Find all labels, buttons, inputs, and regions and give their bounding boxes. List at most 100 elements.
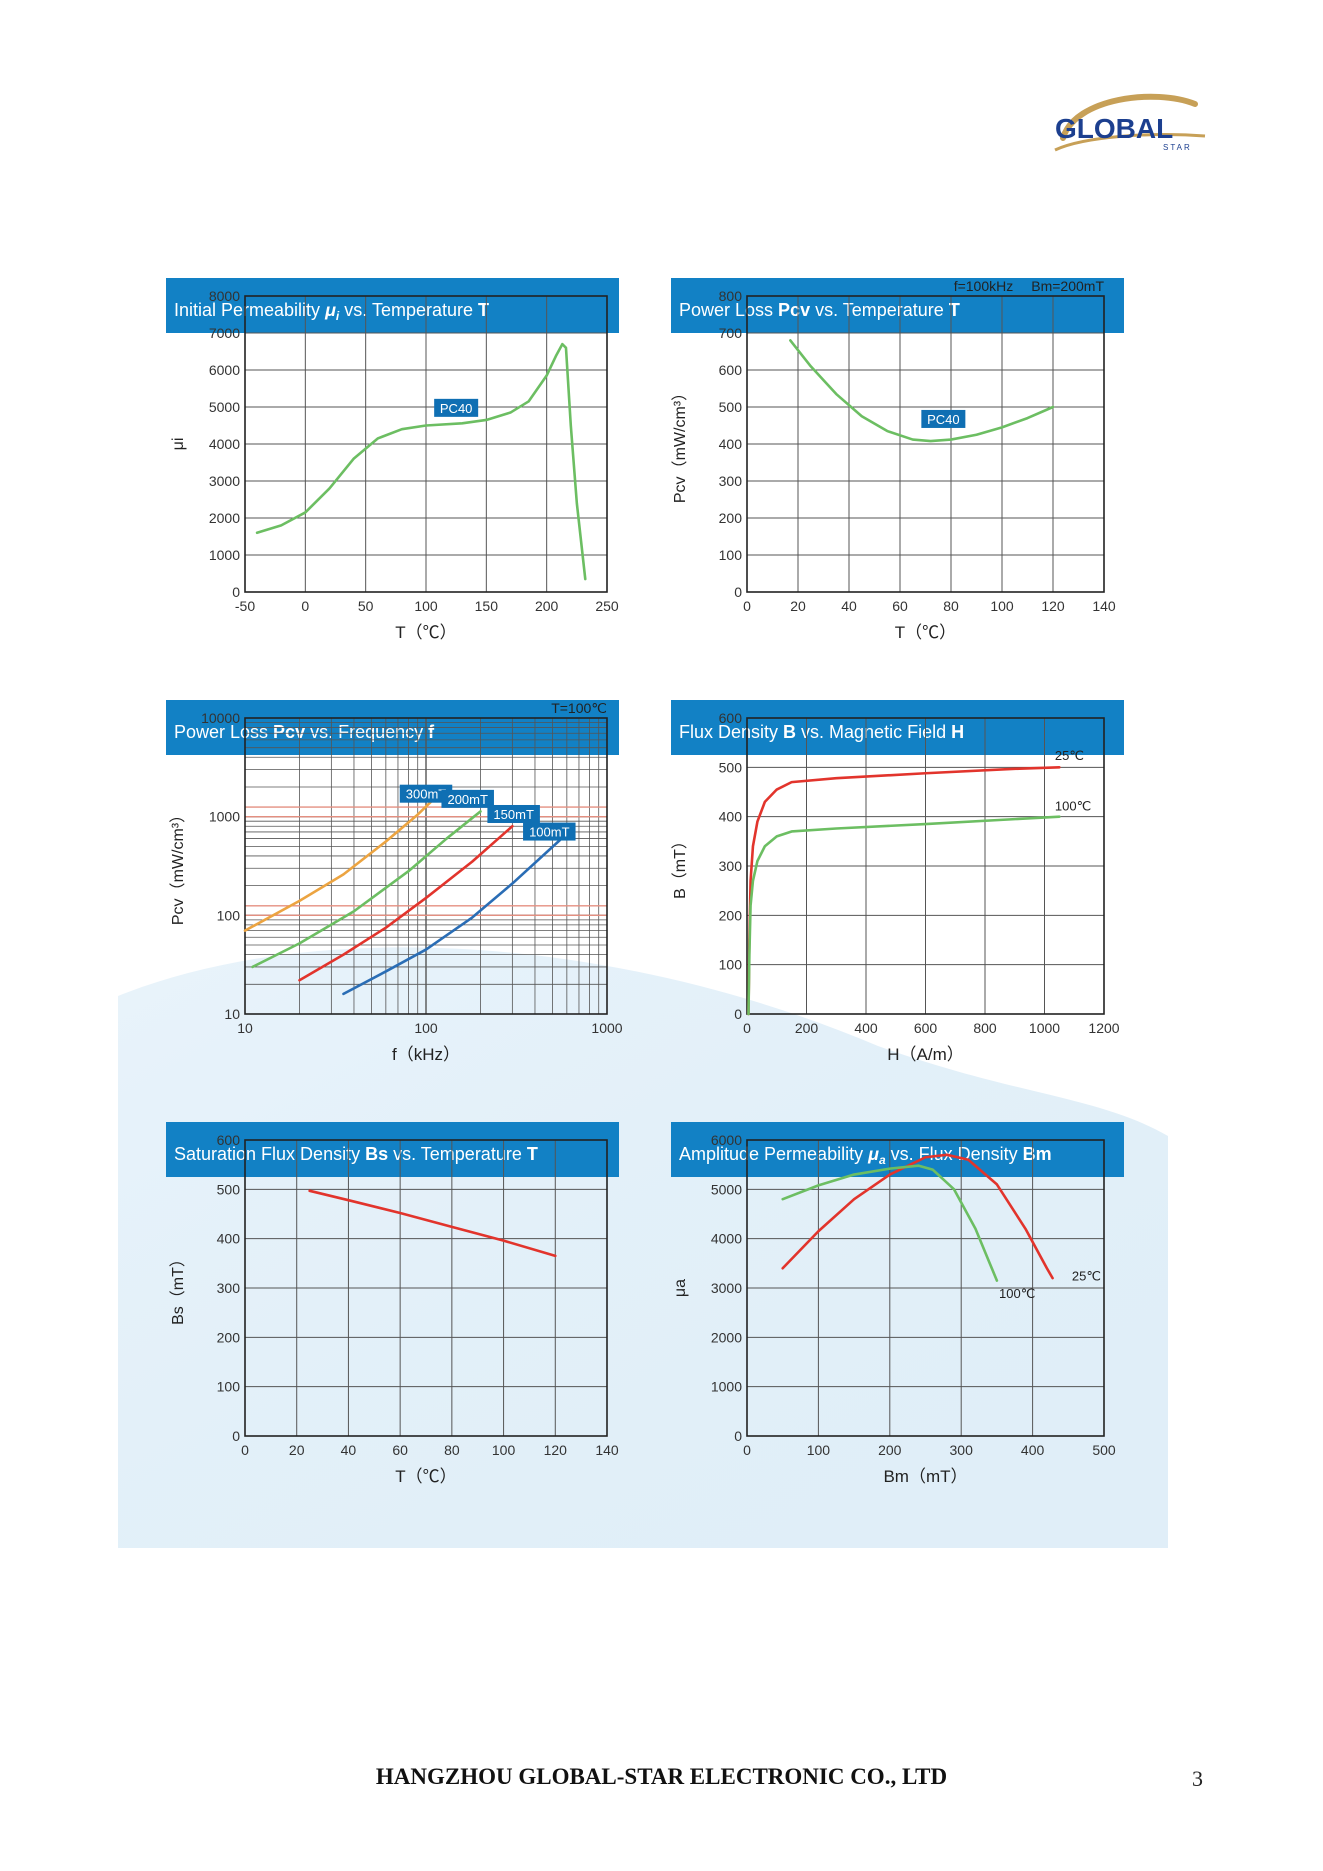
chart-mu-vs-T: Initial Permeability μi vs. Temperature … [166, 278, 619, 642]
x-axis-label: H（A/m） [887, 1045, 964, 1064]
x-axis-label: T（℃） [395, 623, 456, 642]
logo-wordmark: GLOBAL [1055, 113, 1173, 144]
x-tick-label: 400 [1021, 1442, 1045, 1458]
y-tick-label: 3000 [711, 1280, 742, 1296]
y-tick-label: 8000 [209, 288, 240, 304]
title-part: Pcv [778, 300, 810, 320]
y-tick-label: 10000 [201, 710, 240, 726]
condition-text: T=100℃ [551, 700, 607, 716]
annotation-text: PC40 [440, 401, 473, 416]
y-tick-label: 200 [217, 1329, 241, 1345]
title-part: Flux Density [679, 722, 783, 742]
y-tick-label: 4000 [711, 1231, 742, 1247]
characteristics-sheet: Initial Permeability μi vs. Temperature … [118, 236, 1168, 1548]
y-tick-label: 600 [217, 1132, 241, 1148]
title-part: T [949, 300, 960, 320]
y-tick-label: 600 [719, 362, 743, 378]
plot-frame [244, 1139, 608, 1437]
annotation-text: 100mT [529, 825, 570, 840]
y-axis-label: Pcv（mW/cm³） [169, 807, 187, 925]
x-tick-label: 1000 [591, 1020, 622, 1036]
annotation-badge [921, 409, 966, 428]
x-tick-label: 140 [595, 1442, 619, 1458]
chart-header-bar [166, 1122, 619, 1177]
title-part: T [527, 1144, 538, 1164]
title-part: f [428, 722, 435, 742]
y-tick-label: 100 [719, 547, 743, 563]
x-tick-label: 200 [795, 1020, 819, 1036]
annotation-text: 25℃ [1072, 1269, 1101, 1284]
title-part: H [951, 722, 964, 742]
x-tick-label: 80 [943, 598, 959, 614]
x-tick-label: 150 [475, 598, 499, 614]
x-tick-label: 100 [492, 1442, 516, 1458]
series-line-200mT [251, 810, 482, 969]
x-tick-label: 100 [807, 1442, 831, 1458]
title-part: vs. Temperature [810, 300, 949, 320]
series-line-100℃ [781, 1164, 999, 1282]
y-tick-label: 1000 [209, 547, 240, 563]
y-tick-label: 1000 [711, 1379, 742, 1395]
annotation-text: 150mT [493, 807, 534, 822]
title-part: a [879, 1153, 886, 1167]
condition-text: Bm=200mT [1031, 278, 1104, 294]
y-tick-label: 300 [719, 858, 743, 874]
chart-grid [245, 718, 607, 1014]
x-tick-label: 0 [301, 598, 309, 614]
x-tick-label: 100 [990, 598, 1014, 614]
x-tick-label: 300 [950, 1442, 974, 1458]
y-tick-label: 700 [719, 325, 743, 341]
annotation-text: 200mT [447, 792, 488, 807]
x-tick-label: 1200 [1088, 1020, 1119, 1036]
chart-Bs-vs-T: Saturation Flux Density Bs vs. Temperatu… [166, 1122, 619, 1486]
y-tick-label: 2000 [711, 1329, 742, 1345]
background-swoosh [118, 947, 1168, 1548]
title-part: Pcv [273, 722, 305, 742]
plot-frame [746, 1139, 1105, 1437]
y-tick-label: 4000 [209, 436, 240, 452]
x-tick-label: 40 [341, 1442, 357, 1458]
y-tick-label: 200 [719, 907, 743, 923]
y-tick-label: 5000 [209, 399, 240, 415]
page-number: 3 [1192, 1766, 1203, 1791]
x-tick-label: 40 [841, 598, 857, 614]
y-tick-label: 0 [734, 584, 742, 600]
x-tick-label: 50 [358, 598, 374, 614]
condition-text: f=100kHz [954, 278, 1014, 294]
series-line-300mT [243, 797, 435, 932]
x-axis-label: f（kHz） [392, 1045, 460, 1064]
series-line [255, 342, 587, 581]
x-tick-label: 60 [392, 1442, 408, 1458]
x-tick-label: 120 [1041, 598, 1065, 614]
x-tick-label: 500 [1092, 1442, 1116, 1458]
x-tick-label: 0 [241, 1442, 249, 1458]
title-part: Initial Permeability [174, 300, 325, 320]
title-part: vs. Flux Density [886, 1144, 1023, 1164]
y-tick-label: 6000 [711, 1132, 742, 1148]
y-tick-label: 200 [719, 510, 743, 526]
x-tick-label: 100 [414, 1020, 438, 1036]
y-tick-label: 0 [232, 1428, 240, 1444]
x-tick-label: 1000 [1029, 1020, 1060, 1036]
y-tick-label: 3000 [209, 473, 240, 489]
title-part: vs. Magnetic Field [796, 722, 951, 742]
x-axis-label: T（℃） [895, 623, 956, 642]
chart-mua-vs-Bm: Amplitude Permeability μa vs. Flux Densi… [671, 1122, 1124, 1486]
y-tick-label: 400 [719, 436, 743, 452]
y-tick-label: 100 [719, 957, 743, 973]
annotation-text: 25℃ [1055, 748, 1084, 763]
y-tick-label: 300 [217, 1280, 241, 1296]
y-tick-label: 400 [719, 809, 743, 825]
series-line-100mT [342, 838, 562, 996]
x-tick-label: 0 [743, 1020, 751, 1036]
chart-title: Flux Density B vs. Magnetic Field H [679, 722, 964, 742]
annotation-text: PC40 [927, 412, 960, 427]
x-tick-label: 120 [544, 1442, 568, 1458]
footer-company: HANGZHOU GLOBAL-STAR ELECTRONIC CO., LTD [375, 1764, 948, 1789]
chart-pcv-vs-T: Power Loss Pcv vs. Temperature T 0 20 40 60 8… [671, 278, 1124, 642]
y-tick-label: 100 [217, 907, 241, 923]
title-part: Bm [1023, 1144, 1052, 1164]
title-part: Amplitude Permeability [679, 1144, 868, 1164]
plot-frame [746, 295, 1105, 593]
x-tick-label: 20 [289, 1442, 305, 1458]
